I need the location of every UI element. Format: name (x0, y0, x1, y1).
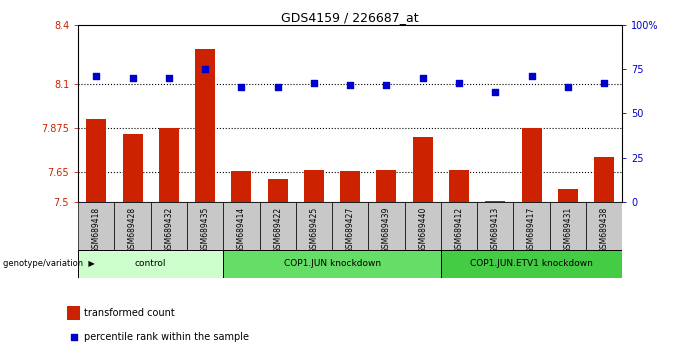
Text: GSM689432: GSM689432 (165, 207, 173, 253)
Point (381, 82, 392, 88)
Text: GSM689418: GSM689418 (92, 207, 101, 253)
Text: GSM689438: GSM689438 (600, 207, 609, 253)
Bar (441, 250, 622, 278)
Text: COP1.JUN knockdown: COP1.JUN knockdown (284, 259, 381, 268)
Text: GSM689425: GSM689425 (309, 207, 318, 253)
Bar (296, 202, 332, 250)
Bar (195, 49, 215, 202)
Bar (449, 170, 469, 202)
Text: COP1.JUN.ETV1 knockdown: COP1.JUN.ETV1 knockdown (470, 259, 593, 268)
Bar (513, 202, 549, 250)
Bar (151, 202, 187, 250)
Bar (122, 134, 143, 202)
Point (163, 75, 174, 81)
Bar (558, 189, 578, 202)
Bar (486, 201, 505, 202)
Bar (477, 202, 513, 250)
Bar (369, 202, 405, 250)
Text: GSM689417: GSM689417 (527, 207, 536, 253)
Bar (223, 250, 441, 278)
Point (460, 229, 471, 235)
Bar (586, 202, 622, 250)
Bar (304, 170, 324, 202)
Bar (522, 128, 541, 202)
Text: GSM689435: GSM689435 (201, 207, 209, 253)
Point (91, 73, 102, 79)
Bar (260, 202, 296, 250)
Title: GDS4159 / 226687_at: GDS4159 / 226687_at (282, 11, 419, 24)
Bar (405, 202, 441, 250)
Point (345, 82, 356, 88)
Text: GSM689440: GSM689440 (418, 207, 427, 253)
Point (200, 66, 211, 72)
Text: GSM689413: GSM689413 (491, 207, 500, 253)
Text: control: control (135, 259, 167, 268)
Bar (413, 137, 432, 202)
Bar (268, 179, 288, 202)
Bar (78, 250, 223, 278)
Bar (549, 202, 586, 250)
Bar (159, 128, 179, 202)
Point (526, 73, 537, 79)
Point (490, 89, 500, 95)
Text: GSM689412: GSM689412 (454, 207, 464, 253)
Text: GSM689428: GSM689428 (128, 207, 137, 253)
Point (236, 84, 247, 90)
Text: GSM689422: GSM689422 (273, 207, 282, 253)
Bar (114, 202, 151, 250)
Point (309, 80, 320, 86)
Point (454, 80, 464, 86)
Text: GSM689427: GSM689427 (345, 207, 355, 253)
Bar (78, 202, 114, 250)
Point (418, 75, 428, 81)
Bar (441, 202, 477, 250)
Bar (187, 202, 223, 250)
Text: GSM689439: GSM689439 (382, 207, 391, 253)
Bar (67, 306, 80, 320)
Bar (594, 156, 614, 202)
Bar (340, 171, 360, 202)
Point (562, 84, 573, 90)
Bar (223, 202, 260, 250)
Point (598, 80, 609, 86)
Bar (86, 119, 106, 202)
Point (272, 84, 283, 90)
Text: transformed count: transformed count (84, 308, 175, 318)
Bar (377, 170, 396, 202)
Text: percentile rank within the sample: percentile rank within the sample (84, 332, 250, 342)
Text: GSM689431: GSM689431 (563, 207, 573, 253)
Point (127, 75, 138, 81)
Bar (332, 202, 369, 250)
Bar (231, 171, 252, 202)
Text: GSM689414: GSM689414 (237, 207, 246, 253)
Text: genotype/variation  ▶: genotype/variation ▶ (3, 259, 95, 268)
